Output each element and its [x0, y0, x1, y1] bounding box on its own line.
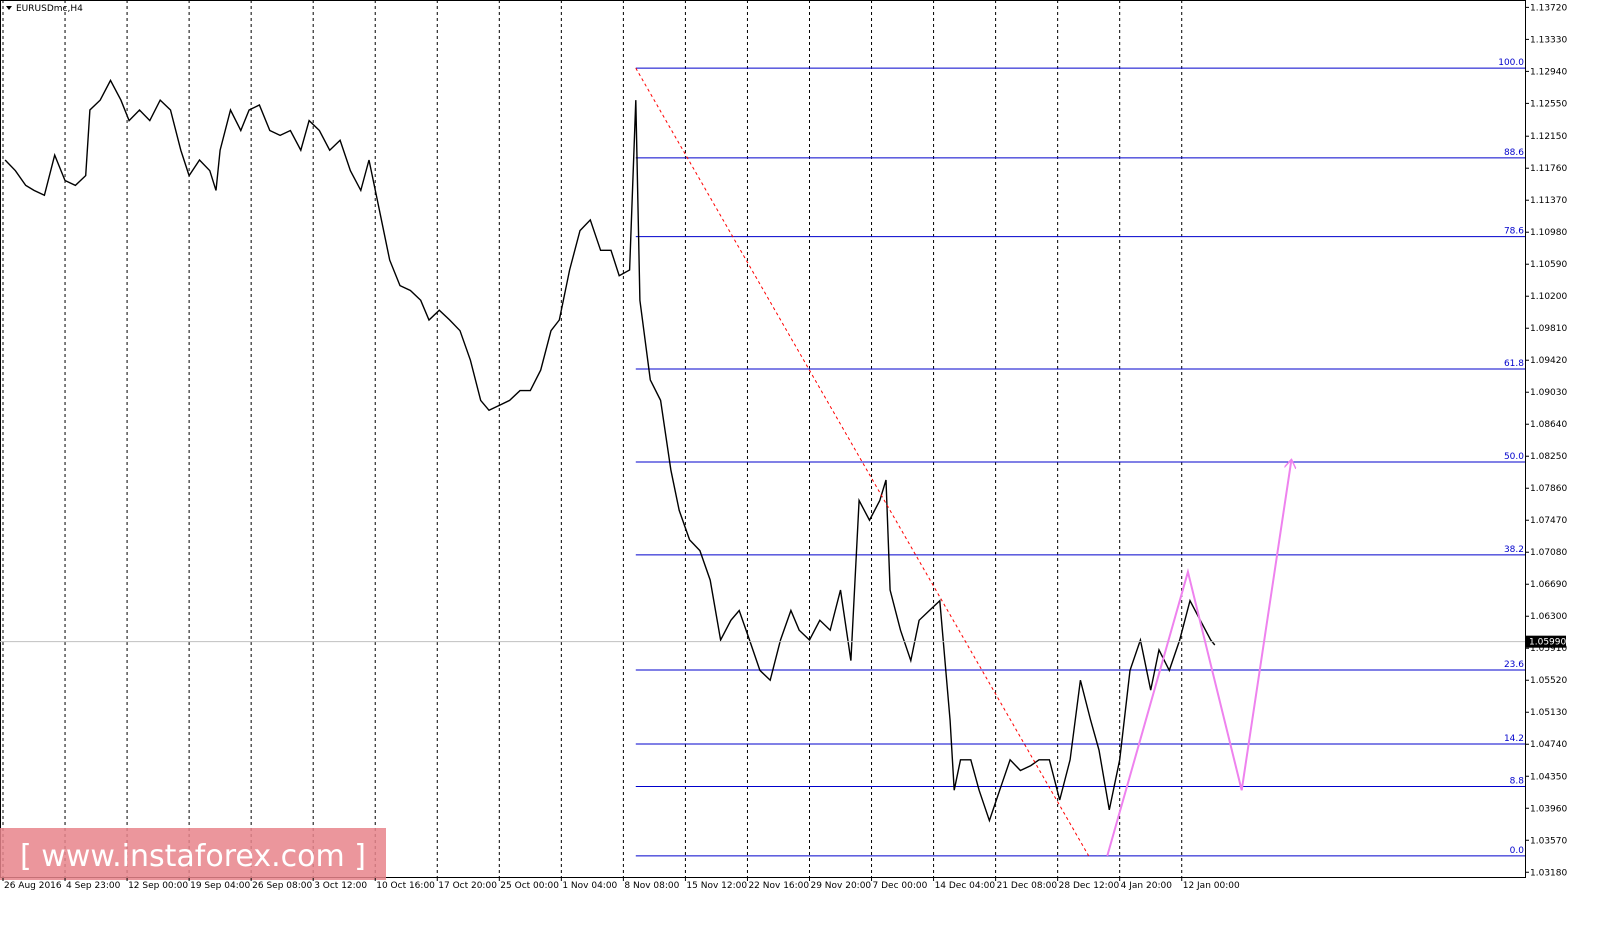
x-tick-label: 4 Sep 23:00 [66, 881, 121, 891]
y-tick-label: 1.11370 [1530, 196, 1567, 206]
y-tick-label: 1.09030 [1530, 388, 1567, 398]
forecast-path [1106, 460, 1291, 857]
fib-level-label: 0.0 [1510, 846, 1525, 856]
x-tick-label: 17 Oct 20:00 [438, 881, 497, 891]
x-tick-label: 7 Dec 00:00 [873, 881, 928, 891]
trendline [635, 67, 1090, 857]
x-tick-label: 10 Oct 16:00 [376, 881, 435, 891]
watermark: [ www.instaforex.com ] [20, 839, 366, 874]
fib-level-label: 88.6 [1504, 148, 1524, 158]
y-tick-label: 1.13720 [1530, 3, 1567, 13]
x-tick-label: 21 Dec 08:00 [997, 881, 1058, 891]
x-tick-label: 29 Nov 20:00 [810, 881, 871, 891]
x-tick-label: 3 Oct 12:00 [314, 881, 367, 891]
y-tick-label: 1.09420 [1530, 356, 1567, 366]
y-tick-label: 1.08640 [1530, 420, 1567, 430]
y-tick-label: 1.03180 [1530, 868, 1567, 878]
fib-level-label: 50.0 [1504, 452, 1524, 462]
y-tick-label: 1.05910 [1530, 644, 1567, 654]
y-tick-label: 1.05520 [1530, 676, 1567, 686]
x-tick-label: 12 Jan 00:00 [1183, 881, 1240, 891]
y-tick-label: 1.06300 [1530, 612, 1567, 622]
fib-level-label: 100.0 [1498, 58, 1524, 68]
fib-level-label: 61.8 [1504, 359, 1524, 369]
y-tick-label: 1.07860 [1530, 484, 1567, 494]
fib-level-label: 38.2 [1504, 545, 1524, 555]
last-price-box [1526, 635, 1566, 648]
y-tick-label: 1.12550 [1530, 99, 1567, 109]
x-tick-label: 8 Nov 08:00 [624, 881, 679, 891]
y-tick-label: 1.12940 [1530, 67, 1567, 77]
plot-frame [0, 0, 1526, 878]
fib-level-label: 23.6 [1504, 660, 1524, 670]
x-tick-label: 19 Sep 04:00 [190, 881, 250, 891]
y-tick-label: 1.07470 [1530, 516, 1567, 526]
y-tick-label: 1.11760 [1530, 164, 1567, 174]
y-tick-label: 1.08250 [1530, 452, 1567, 462]
fib-level-label: 14.2 [1504, 734, 1524, 744]
x-tick-label: 12 Sep 00:00 [128, 881, 188, 891]
y-tick-label: 1.04350 [1530, 772, 1567, 782]
x-tick-label: 14 Dec 04:00 [935, 881, 996, 891]
y-tick-label: 1.03960 [1530, 804, 1567, 814]
last-price-label: 1.05990 [1529, 638, 1566, 648]
chart-title: EURUSDmc,H4 [16, 4, 83, 14]
y-tick-label: 1.13330 [1530, 35, 1567, 45]
y-tick-label: 1.10980 [1530, 228, 1567, 238]
fib-level-label: 78.6 [1504, 227, 1524, 237]
symbol-icon [6, 6, 12, 10]
y-tick-label: 1.04740 [1530, 740, 1567, 750]
y-tick-label: 1.12150 [1530, 132, 1567, 142]
x-tick-label: 26 Sep 08:00 [252, 881, 312, 891]
x-tick-label: 28 Dec 12:00 [1059, 881, 1120, 891]
x-tick-label: 1 Nov 04:00 [562, 881, 617, 891]
y-tick-label: 1.09810 [1530, 324, 1567, 334]
x-tick-label: 22 Nov 16:00 [748, 881, 809, 891]
x-tick-label: 26 Aug 2016 [4, 881, 62, 891]
price-line [4, 78, 1216, 823]
x-tick-label: 4 Jan 20:00 [1121, 881, 1173, 891]
y-tick-label: 1.10590 [1530, 260, 1567, 270]
y-tick-label: 1.06690 [1530, 580, 1567, 590]
fib-level-label: 8.8 [1510, 777, 1525, 787]
y-tick-label: 1.10200 [1530, 292, 1567, 302]
x-tick-label: 15 Nov 12:00 [686, 881, 747, 891]
x-tick-label: 25 Oct 00:00 [500, 881, 559, 891]
y-tick-label: 1.05130 [1530, 708, 1567, 718]
y-tick-label: 1.07080 [1530, 548, 1567, 558]
y-tick-label: 1.03570 [1530, 836, 1567, 846]
watermark-box [0, 828, 386, 880]
